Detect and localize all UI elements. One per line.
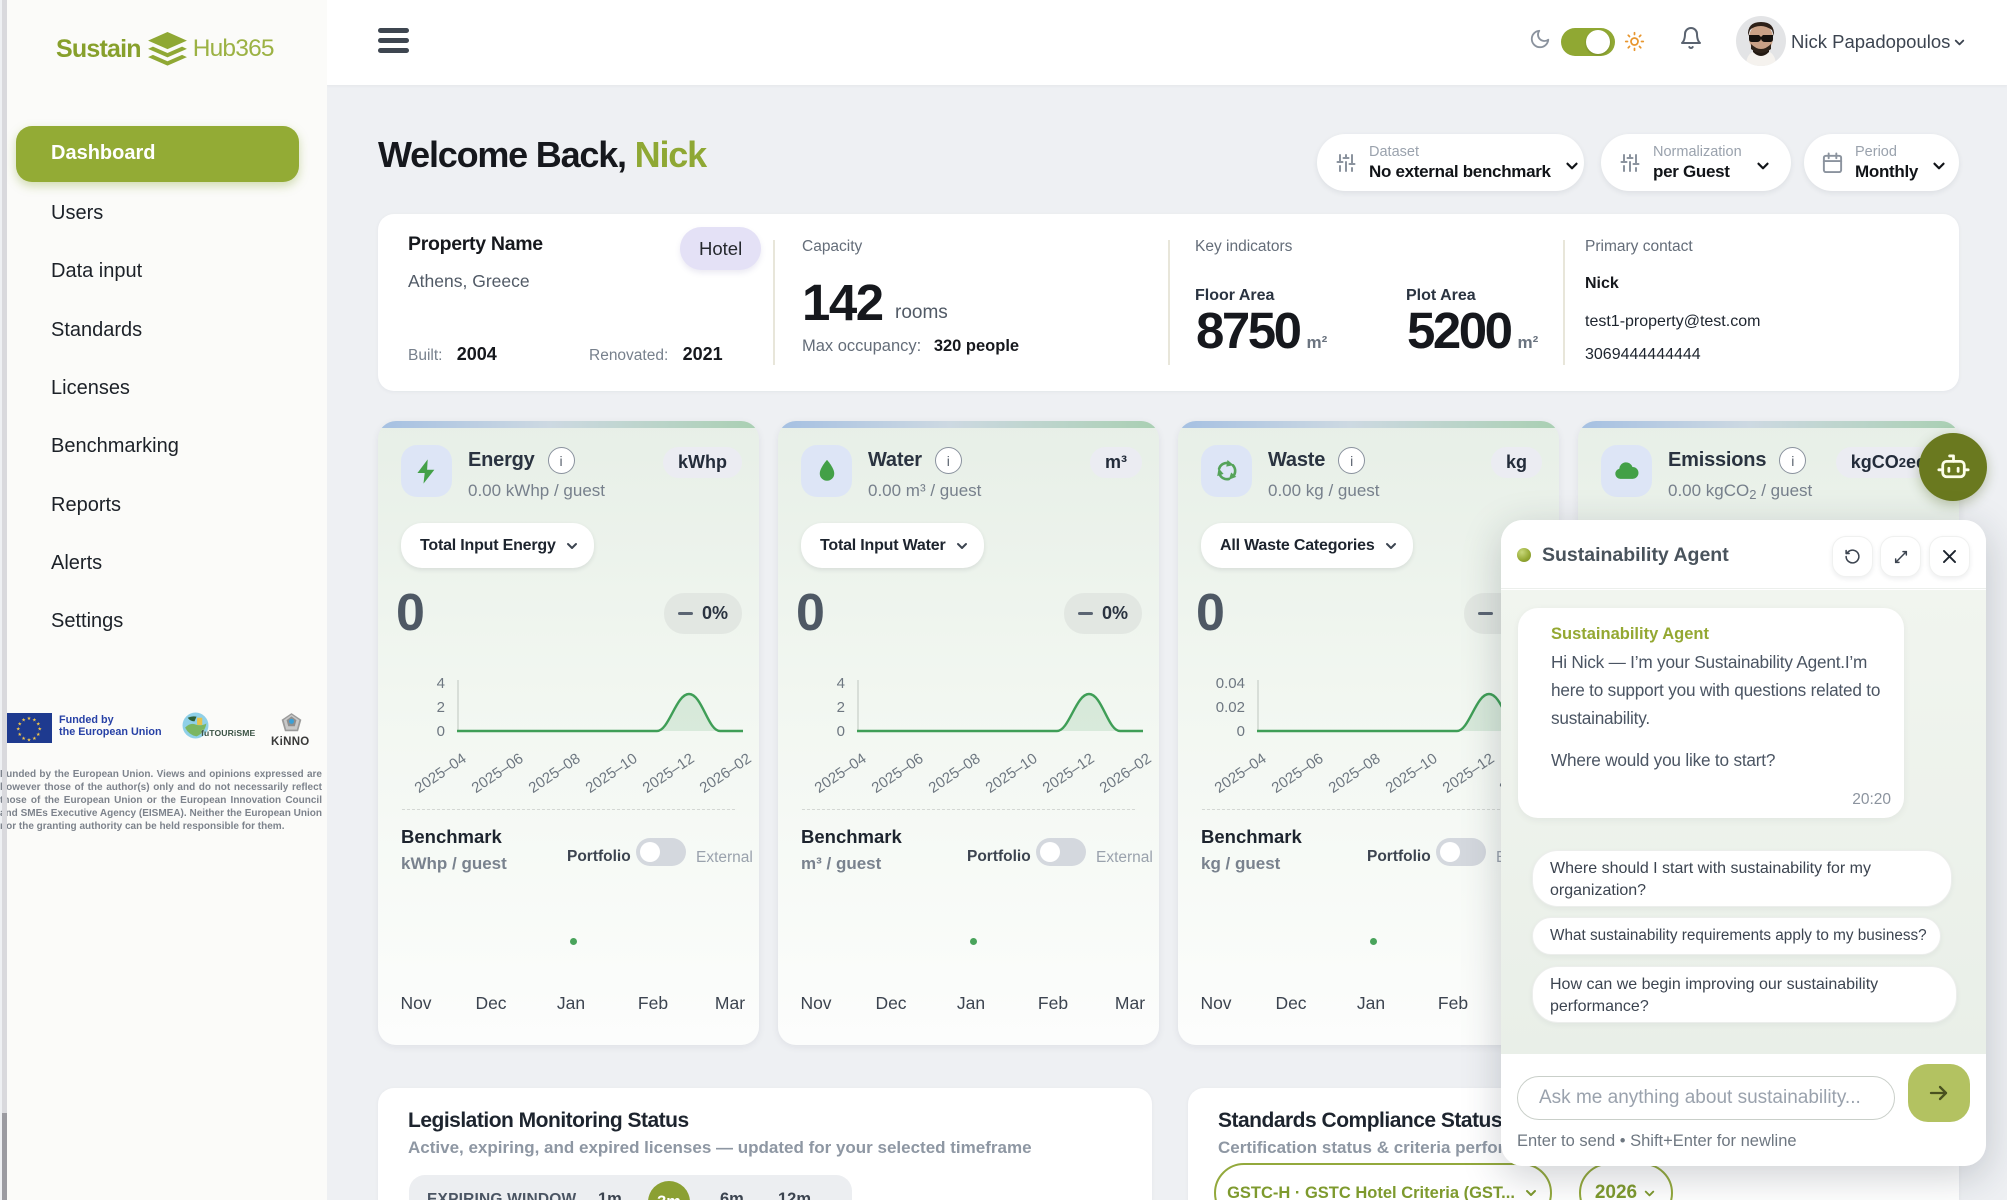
svg-text:★: ★ — [36, 732, 41, 738]
svg-text:★: ★ — [17, 721, 22, 727]
svg-text:★: ★ — [36, 721, 41, 727]
svg-text:★: ★ — [21, 736, 26, 742]
svg-text:★: ★ — [16, 727, 21, 733]
svg-text:★: ★ — [27, 716, 32, 722]
svg-text:★: ★ — [21, 717, 26, 723]
svg-text:★: ★ — [27, 737, 32, 743]
svg-text:★: ★ — [38, 727, 43, 733]
svg-text:★: ★ — [32, 717, 37, 723]
svg-text:★: ★ — [17, 732, 22, 738]
svg-text:★: ★ — [32, 736, 37, 742]
